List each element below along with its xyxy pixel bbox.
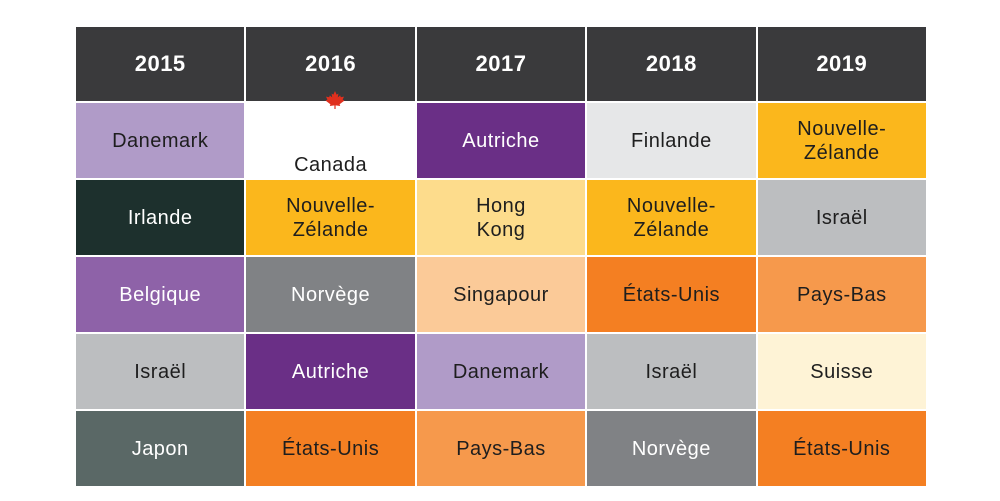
country-cell-canada: Canada: [246, 90, 415, 178]
country-cell: Pays-Bas: [416, 411, 586, 486]
country-cell: Finlande: [587, 103, 756, 178]
country-cell: États-Unis: [757, 411, 926, 486]
country-cell: Danemark: [416, 334, 586, 409]
country-cell: Israël: [757, 180, 926, 255]
country-cell: Israël: [76, 334, 245, 409]
ranking-grid: 2015 2016 2017 2018 2019 Danemark Canada…: [76, 27, 926, 486]
country-label: Canada: [294, 153, 368, 176]
country-cell: Suisse: [757, 334, 926, 409]
maple-leaf-icon: [325, 90, 345, 109]
country-cell: Nouvelle- Zélande: [587, 180, 756, 255]
country-cell: Danemark: [76, 103, 245, 178]
country-cell: Pays-Bas: [757, 257, 926, 332]
header-year-2016: 2016: [246, 27, 415, 101]
country-cell: Israël: [587, 334, 756, 409]
country-cell: Hong Kong: [416, 180, 586, 255]
country-cell: Nouvelle- Zélande: [757, 103, 926, 178]
country-cell: Norvège: [587, 411, 756, 486]
country-cell: Singapour: [416, 257, 586, 332]
country-cell: États-Unis: [246, 411, 415, 486]
country-cell: Autriche: [246, 334, 415, 409]
country-cell: Norvège: [246, 257, 415, 332]
country-cell: Japon: [76, 411, 245, 486]
country-cell: Belgique: [76, 257, 245, 332]
header-year-2018: 2018: [587, 27, 756, 101]
header-year-2017: 2017: [416, 27, 586, 101]
canada-label-wrap: Canada: [294, 90, 368, 177]
country-cell: Irlande: [76, 180, 245, 255]
country-cell: Nouvelle- Zélande: [246, 180, 415, 255]
country-cell: Autriche: [416, 103, 586, 178]
header-year-2015: 2015: [76, 27, 245, 101]
country-cell: États-Unis: [587, 257, 756, 332]
header-year-2019: 2019: [757, 27, 926, 101]
